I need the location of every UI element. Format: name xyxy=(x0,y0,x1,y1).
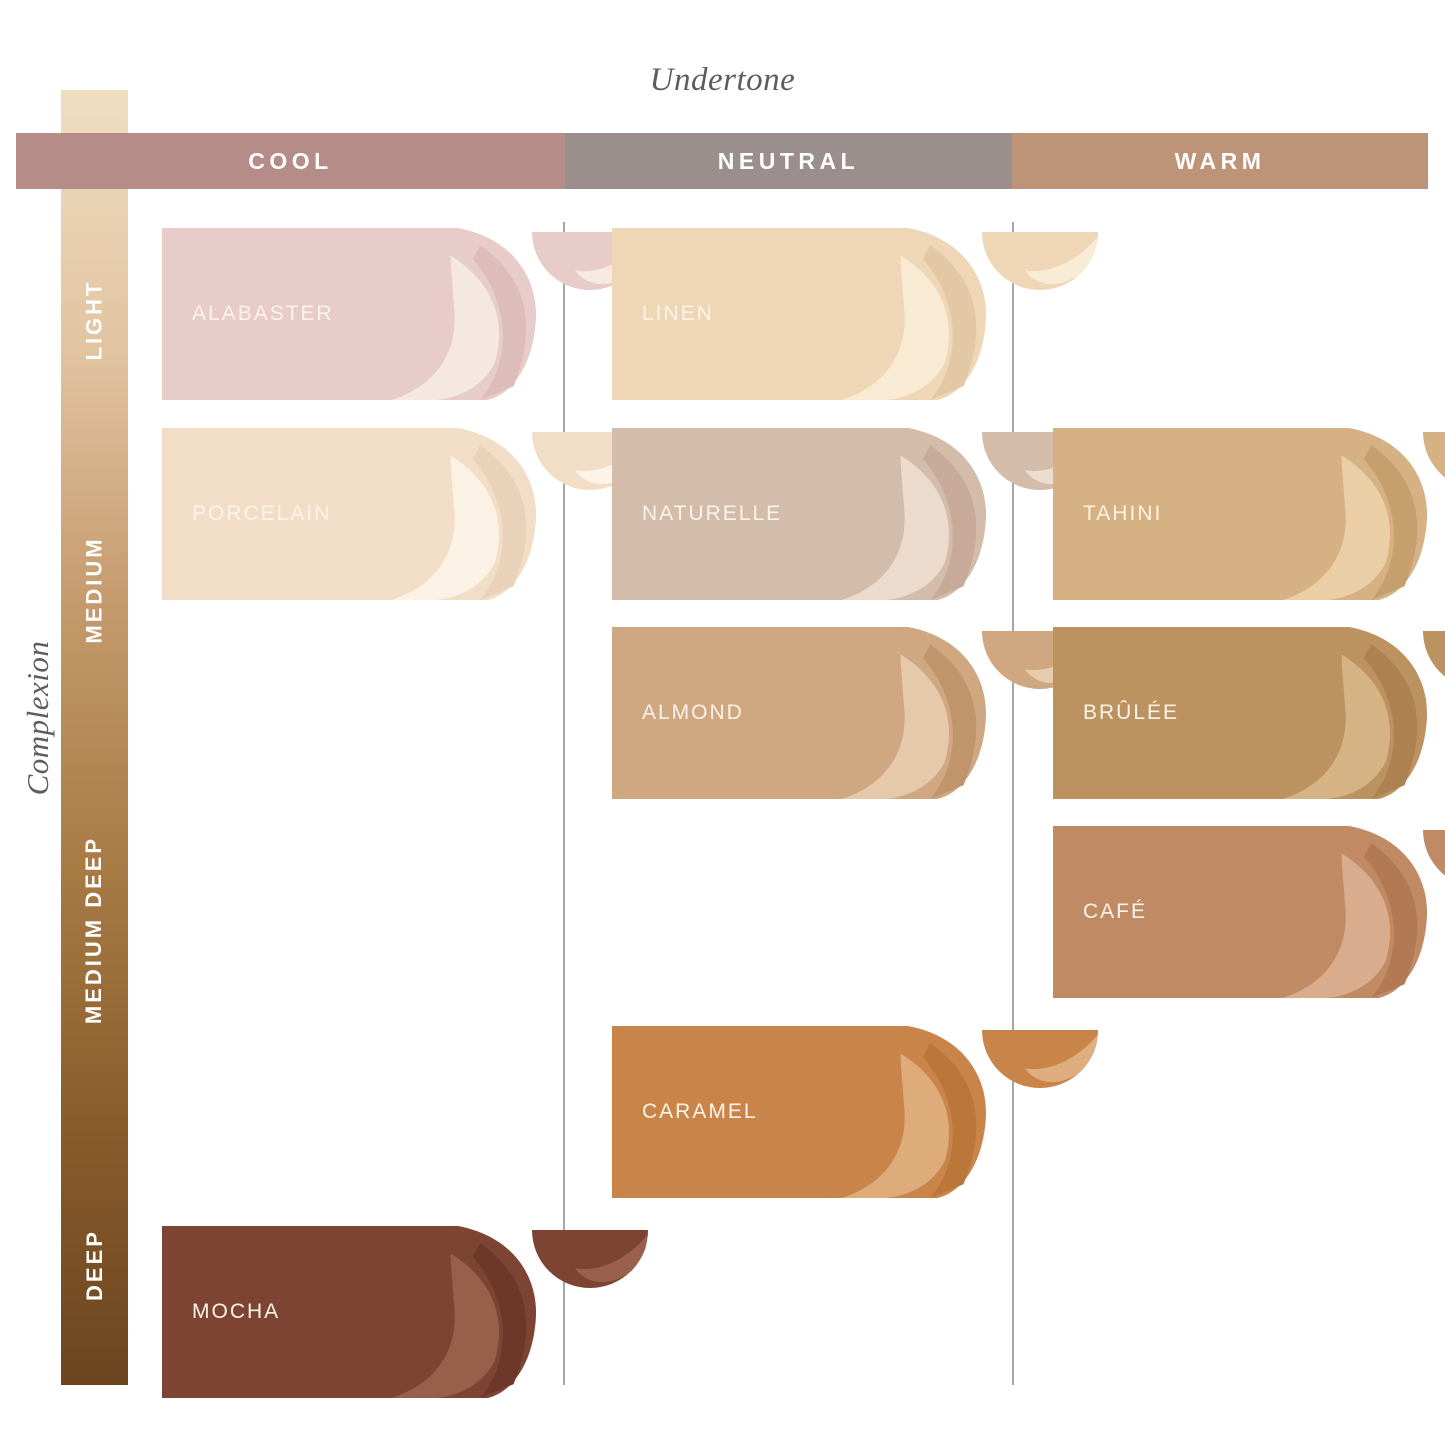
swatch-highlight-streak xyxy=(841,255,950,400)
undertone-band-neutral[interactable]: NEUTRAL xyxy=(565,133,1012,189)
swatch-edge-shadow xyxy=(1363,445,1418,600)
shade-swatch-almond[interactable]: ALMOND xyxy=(612,627,1102,799)
swatch-graphic xyxy=(612,428,1098,600)
complexion-axis-title: Complexion xyxy=(20,640,55,796)
swatch-smear-body xyxy=(162,428,537,600)
swatch-graphic xyxy=(1053,428,1445,600)
swatch-graphic xyxy=(1053,627,1445,799)
swatch-edge-shadow xyxy=(1363,644,1418,799)
shade-swatch-tahini[interactable]: TAHINI xyxy=(1053,428,1445,600)
shade-swatch-caramel[interactable]: CARAMEL xyxy=(612,1026,1102,1198)
swatch-dab xyxy=(1423,631,1445,677)
swatch-smear-body xyxy=(1053,826,1428,998)
swatch-edge-shadow xyxy=(1363,843,1418,998)
complexion-level-medium[interactable]: MEDIUM xyxy=(61,440,128,740)
swatch-graphic xyxy=(1053,826,1445,998)
complexion-level-deep[interactable]: DEEP xyxy=(61,1170,128,1360)
undertone-axis-title: Undertone xyxy=(649,62,796,98)
swatch-edge-shadow xyxy=(922,245,977,400)
swatch-edge-shadow xyxy=(922,445,977,600)
swatch-dab-highlight xyxy=(1024,237,1098,285)
swatch-edge-shadow xyxy=(472,445,527,600)
swatch-smear-body xyxy=(612,1026,987,1198)
complexion-level-label: MEDIUM xyxy=(81,536,107,644)
swatch-graphic xyxy=(162,228,648,400)
swatch-smear-body xyxy=(612,228,987,400)
swatch-graphic xyxy=(162,428,648,600)
shade-swatch-brulee[interactable]: BRÛLÉE xyxy=(1053,627,1445,799)
swatch-highlight-streak xyxy=(1282,654,1391,799)
swatch-edge-shadow xyxy=(922,644,977,799)
shade-swatch-cafe[interactable]: CAFÉ xyxy=(1053,826,1445,998)
swatch-dab xyxy=(1423,830,1445,876)
complexion-level-label: LIGHT xyxy=(81,279,107,361)
swatch-highlight-streak xyxy=(841,455,950,600)
undertone-band-cool[interactable]: COOL xyxy=(16,133,565,189)
swatch-edge-shadow xyxy=(472,1243,527,1398)
swatch-dab xyxy=(1423,432,1445,478)
swatch-highlight-streak xyxy=(391,255,500,400)
swatch-dab-highlight xyxy=(1024,1035,1098,1083)
shade-swatch-linen[interactable]: LINEN xyxy=(612,228,1102,400)
swatch-highlight-streak xyxy=(1282,455,1391,600)
swatch-highlight-streak xyxy=(841,654,950,799)
complexion-level-label: MEDIUM DEEP xyxy=(81,835,107,1025)
shade-swatch-alabaster[interactable]: ALABASTER xyxy=(162,228,652,400)
complexion-level-light[interactable]: LIGHT xyxy=(61,225,128,415)
complexion-level-label: DEEP xyxy=(81,1229,107,1301)
swatch-graphic xyxy=(612,1026,1098,1198)
swatch-highlight-streak xyxy=(1282,853,1391,998)
shade-swatch-porcelain[interactable]: PORCELAIN xyxy=(162,428,652,600)
swatch-smear-body xyxy=(1053,428,1428,600)
swatch-dab-highlight xyxy=(574,1235,648,1283)
swatch-smear-body xyxy=(612,428,987,600)
swatch-smear-body xyxy=(612,627,987,799)
swatch-smear-body xyxy=(1053,627,1428,799)
swatch-graphic xyxy=(162,1226,648,1398)
undertone-band-label: NEUTRAL xyxy=(717,147,860,174)
complexion-scale-bar: LIGHT MEDIUM MEDIUM DEEP DEEP xyxy=(61,90,128,1385)
complexion-level-medium-deep[interactable]: MEDIUM DEEP xyxy=(61,760,128,1100)
swatch-smear-body xyxy=(162,228,537,400)
shade-swatch-mocha[interactable]: MOCHA xyxy=(162,1226,652,1398)
swatch-graphic xyxy=(612,627,1098,799)
swatch-highlight-streak xyxy=(841,1053,950,1198)
undertone-header-bar: COOL NEUTRAL WARM xyxy=(16,133,1428,189)
undertone-band-warm[interactable]: WARM xyxy=(1012,133,1428,189)
swatch-edge-shadow xyxy=(472,245,527,400)
swatch-highlight-streak xyxy=(391,455,500,600)
swatch-edge-shadow xyxy=(922,1043,977,1198)
column-divider-1 xyxy=(563,222,565,1385)
shade-swatch-naturelle[interactable]: NATURELLE xyxy=(612,428,1102,600)
swatch-graphic xyxy=(612,228,1098,400)
column-divider-2 xyxy=(1012,222,1014,1385)
swatch-smear-body xyxy=(162,1226,537,1398)
undertone-band-label: COOL xyxy=(248,147,333,174)
swatch-highlight-streak xyxy=(391,1253,500,1398)
undertone-band-label: WARM xyxy=(1174,147,1266,174)
